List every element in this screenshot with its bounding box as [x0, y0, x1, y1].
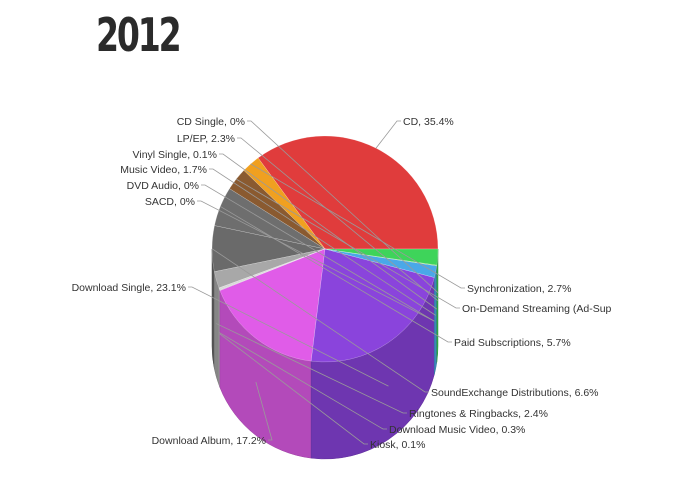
leader-synchronization	[250, 163, 465, 289]
pie-side-lp-ep	[436, 248, 439, 363]
data-label-synchronization: Synchronization, 2.7%	[467, 283, 571, 295]
data-label-download-music-video: Download Music Video, 0.3%	[389, 424, 525, 436]
leader-download-music-video	[219, 332, 387, 430]
data-label-download-single: Download Single, 23.1%	[72, 282, 186, 294]
pie-side-walls	[211, 248, 439, 460]
data-label-lp-ep: LP/EP, 2.3%	[177, 133, 235, 145]
leader-music-video	[209, 168, 436, 316]
pie-slice-cd	[257, 135, 439, 250]
data-label-download-album: Download Album, 17.2%	[152, 435, 266, 447]
data-label-kiosk: Kiosk, 0.1%	[370, 439, 425, 451]
leader-lp-ep	[237, 137, 438, 302]
leader-vinyl-single	[219, 153, 438, 310]
pie-side-music-video	[434, 265, 437, 375]
leader-ringtones-ringbacks	[216, 323, 407, 414]
leader-download-album	[255, 381, 273, 441]
chart-title: 2012	[96, 8, 182, 62]
data-label-ringtones-ringbacks: Ringtones & Ringbacks, 2.4%	[409, 408, 548, 420]
pie-slice-download-album	[219, 248, 326, 362]
leader-kiosk	[219, 333, 368, 445]
data-label-cd-single: CD Single, 0%	[177, 116, 245, 128]
data-label-on-demand-streaming-ad-supported: On-Demand Streaming (Ad-Sup	[462, 303, 612, 315]
leader-download-single	[188, 286, 389, 387]
pie-slice-lp-ep	[324, 248, 439, 266]
data-label-dvd-audio: DVD Audio, 0%	[127, 180, 199, 192]
leader-soundexchange-distributions	[211, 248, 429, 393]
pie-labels: CD, 35.4% Synchronization, 2.7% On-Demand …	[72, 116, 612, 451]
leader-sacd	[197, 200, 435, 322]
data-label-music-video: Music Video, 1.7%	[120, 164, 207, 176]
data-label-soundexchange-distributions: SoundExchange Distributions, 6.6%	[431, 387, 599, 399]
data-label-vinyl-single: Vinyl Single, 0.1%	[133, 149, 217, 161]
data-label-cd: CD, 35.4%	[403, 116, 454, 128]
data-label-paid-subscriptions: Paid Subscriptions, 5.7%	[454, 337, 571, 349]
leader-dvd-audio	[201, 184, 435, 322]
leader-paid-subscriptions	[220, 206, 452, 343]
leader-cd	[375, 120, 401, 149]
leader-on-demand-streaming-ad-supported	[235, 178, 460, 309]
pie-side-ringtones-ringbacks	[214, 271, 220, 386]
leader-cd-single	[247, 120, 439, 293]
data-label-sacd: SACD, 0%	[145, 196, 195, 208]
pie-top	[211, 135, 439, 363]
